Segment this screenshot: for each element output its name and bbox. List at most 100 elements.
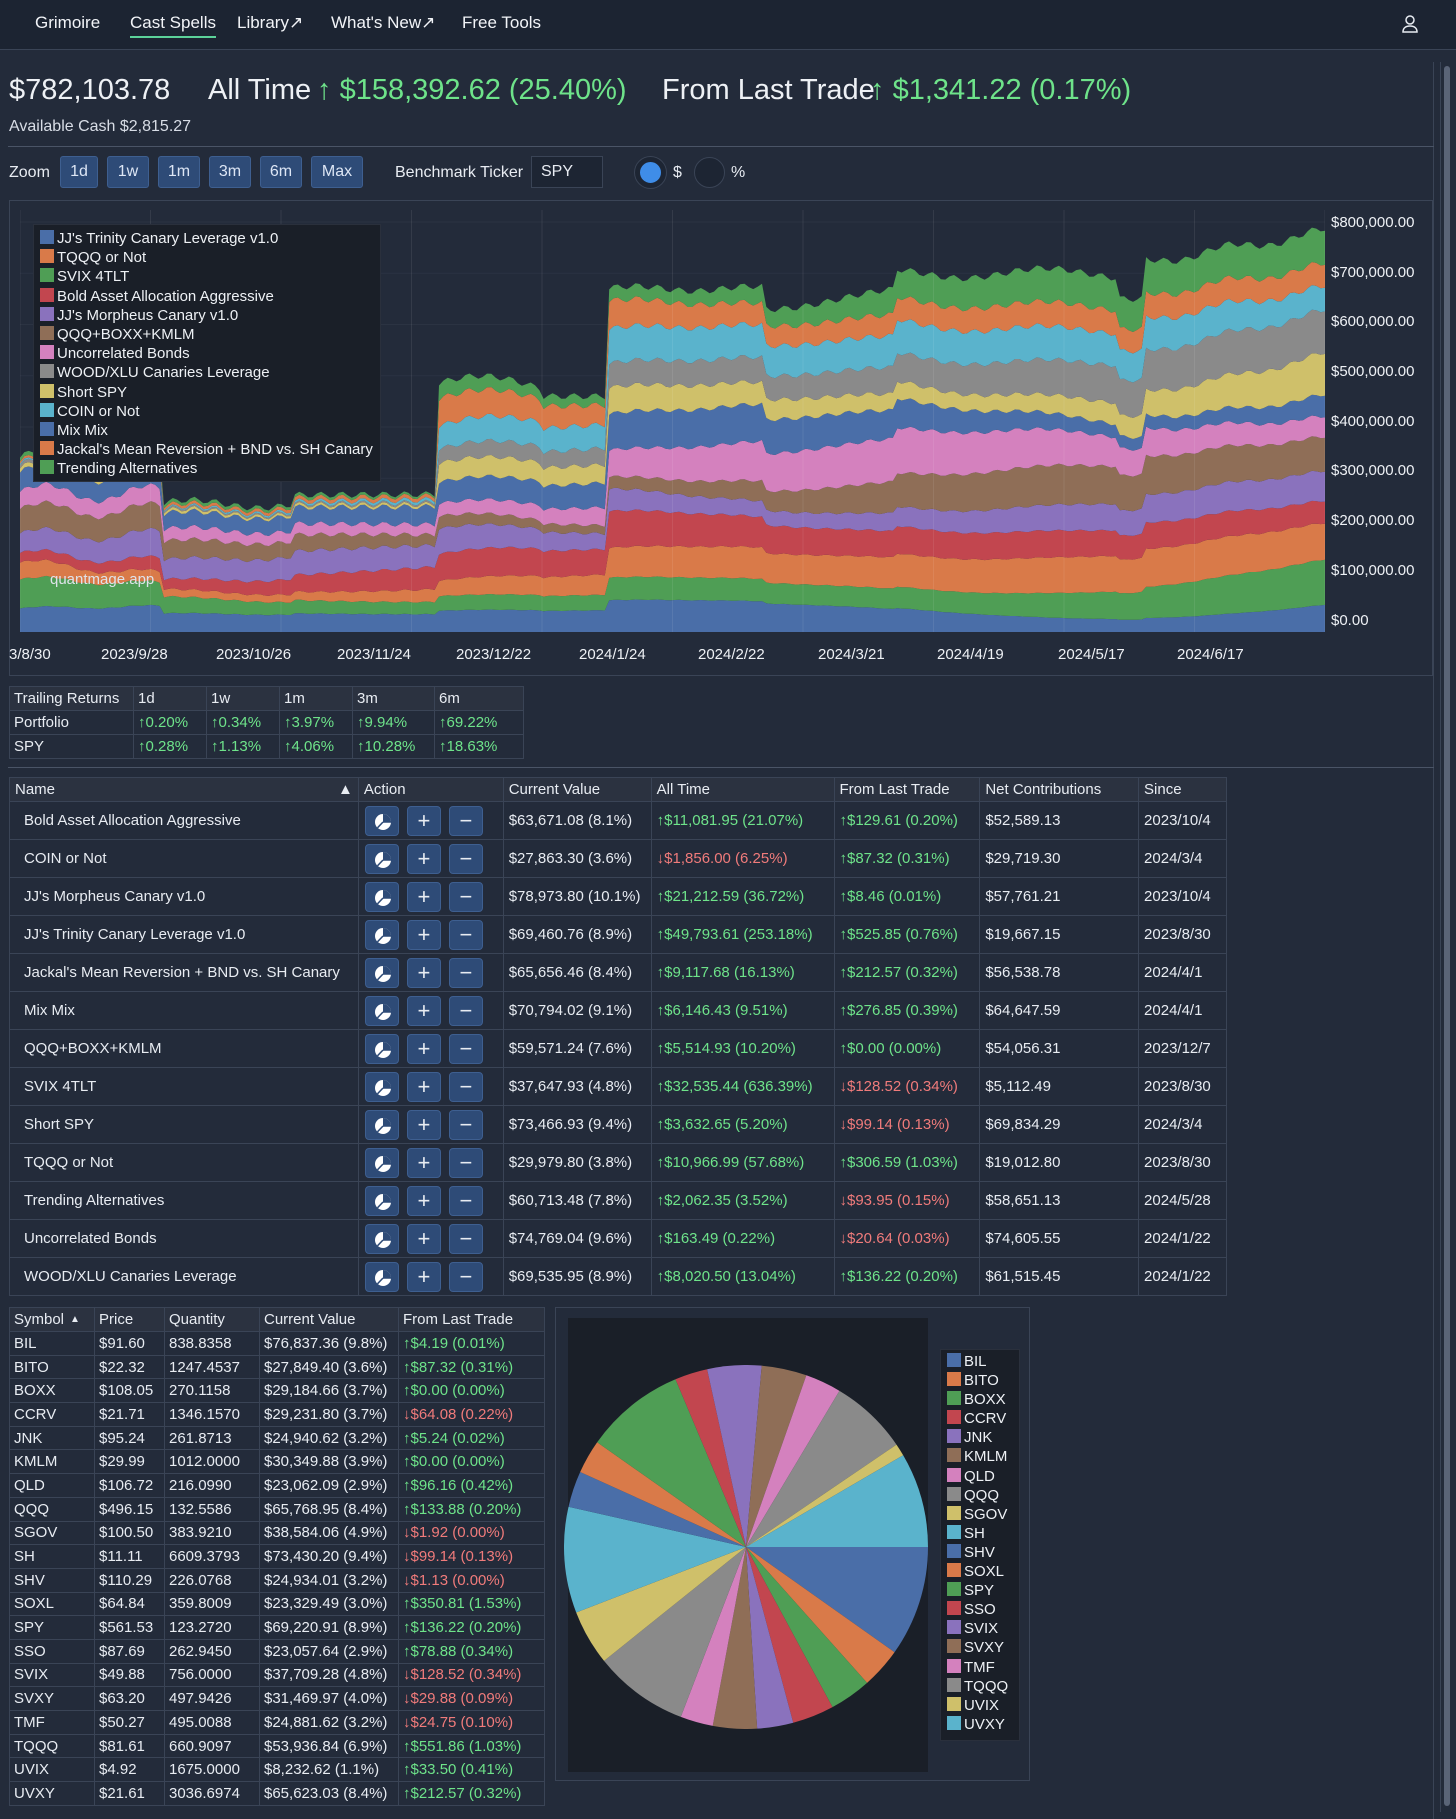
pie-slice-sso[interactable] bbox=[675, 1369, 746, 1547]
spell-row[interactable]: QQQ+BOXX+KMLM + − $59,571.24 (7.6%) ↑$5,514.… bbox=[9, 1029, 1227, 1068]
col-alltime-header[interactable]: All Time bbox=[650, 777, 835, 802]
pie-slice-uvix[interactable] bbox=[746, 1444, 904, 1547]
spell-row[interactable]: TQQQ or Not + − $29,979.80 (3.8%) ↑$10,966.9… bbox=[9, 1143, 1227, 1182]
legend-item[interactable]: COIN or Not bbox=[40, 402, 374, 421]
withdraw-funds-button[interactable]: − bbox=[448, 881, 483, 912]
withdraw-funds-button[interactable]: − bbox=[448, 1185, 483, 1216]
withdraw-funds-button[interactable]: − bbox=[448, 957, 483, 988]
add-funds-button[interactable]: + bbox=[406, 881, 441, 912]
add-funds-button[interactable]: + bbox=[406, 1147, 441, 1178]
scrollbar[interactable] bbox=[1440, 62, 1452, 1812]
spell-row[interactable]: SVIX 4TLT + − $37,647.93 (4.8%) ↑$32,535.44 … bbox=[9, 1067, 1227, 1106]
pie-legend-item[interactable]: BITO bbox=[947, 1371, 1013, 1390]
pie-slice-jnk[interactable] bbox=[746, 1547, 794, 1729]
area-series-wood-xlu-canaries-leverage[interactable] bbox=[20, 309, 1325, 520]
nav-cast-spells[interactable]: Cast Spells bbox=[130, 13, 216, 38]
pie-legend-item[interactable]: BOXX bbox=[947, 1390, 1013, 1409]
add-funds-button[interactable]: + bbox=[406, 919, 441, 950]
area-series-jj-s-trinity-canary-leverage-v1-0[interactable] bbox=[20, 394, 1325, 536]
spell-row[interactable]: JJ's Trinity Canary Leverage v1.0 + − $69,4… bbox=[9, 915, 1227, 954]
spell-row[interactable]: Jackal's Mean Reversion + BND vs. SH Can… bbox=[9, 953, 1227, 992]
add-funds-button[interactable]: + bbox=[406, 1033, 441, 1064]
col-since-header[interactable]: Since bbox=[1138, 777, 1227, 802]
col-name-header[interactable]: Name ▲ bbox=[9, 777, 359, 802]
add-funds-button[interactable]: + bbox=[406, 1071, 441, 1102]
col-current-header[interactable]: Current Value bbox=[502, 777, 652, 802]
legend-item[interactable]: WOOD/XLU Canaries Leverage bbox=[40, 363, 374, 382]
area-series-mix-mix[interactable] bbox=[20, 599, 1325, 633]
spell-row[interactable]: Mix Mix + − $70,794.02 (9.1%) ↑$6,146.43 (9.… bbox=[9, 991, 1227, 1030]
withdraw-funds-button[interactable]: − bbox=[448, 1147, 483, 1178]
pie-legend-item[interactable]: KMLM bbox=[947, 1447, 1013, 1466]
legend-item[interactable]: SVIX 4TLT bbox=[40, 267, 374, 286]
area-series-bold-asset-allocation-aggressive[interactable] bbox=[20, 500, 1325, 596]
pie-slice-qqq[interactable] bbox=[604, 1547, 746, 1717]
pie-legend-item[interactable]: SH bbox=[947, 1524, 1013, 1543]
allocation-button[interactable] bbox=[364, 1109, 399, 1140]
pie-slice-ccrv[interactable] bbox=[746, 1547, 833, 1723]
area-series-short-spy[interactable] bbox=[20, 353, 1325, 522]
zoom-1d-button[interactable]: 1d bbox=[60, 156, 98, 188]
add-funds-button[interactable]: + bbox=[406, 1109, 441, 1140]
pie-legend-item[interactable]: SOXL bbox=[947, 1562, 1013, 1581]
nav-whats-new[interactable]: What's New↗ bbox=[331, 13, 436, 32]
pie-slice-soxl[interactable] bbox=[580, 1442, 746, 1547]
allocation-button[interactable] bbox=[364, 1071, 399, 1102]
percent-radio[interactable] bbox=[694, 157, 725, 188]
spell-row[interactable]: Bold Asset Allocation Aggressive + − $63,67… bbox=[9, 801, 1227, 840]
allocation-pie-chart[interactable] bbox=[564, 1365, 928, 1729]
withdraw-funds-button[interactable]: − bbox=[448, 843, 483, 874]
allocation-button[interactable] bbox=[364, 805, 399, 836]
legend-item[interactable]: Jackal's Mean Reversion + BND vs. SH Can… bbox=[40, 440, 374, 459]
zoom-1w-button[interactable]: 1w bbox=[107, 156, 149, 188]
col-price-header[interactable]: Price bbox=[94, 1307, 165, 1332]
pie-legend-item[interactable]: SGOV bbox=[947, 1505, 1013, 1524]
allocation-button[interactable] bbox=[364, 1033, 399, 1064]
pie-slice-shv[interactable] bbox=[568, 1472, 746, 1547]
legend-item[interactable]: Trending Alternatives bbox=[40, 459, 374, 478]
allocation-button[interactable] bbox=[364, 957, 399, 988]
area-series-tqqq-or-not[interactable] bbox=[20, 523, 1325, 603]
add-funds-button[interactable]: + bbox=[406, 995, 441, 1026]
col-lasttrade-header[interactable]: From Last Trade bbox=[833, 777, 981, 802]
add-funds-button[interactable]: + bbox=[406, 957, 441, 988]
pie-legend-item[interactable]: QLD bbox=[947, 1467, 1013, 1486]
nav-grimoire[interactable]: Grimoire bbox=[35, 13, 101, 32]
withdraw-funds-button[interactable]: − bbox=[448, 1223, 483, 1254]
allocation-button[interactable] bbox=[364, 1261, 399, 1292]
col-net-header[interactable]: Net Contributions bbox=[979, 777, 1140, 802]
area-series-uncorrelated-bonds[interactable] bbox=[20, 415, 1325, 547]
allocation-button[interactable] bbox=[364, 995, 399, 1026]
pie-legend-item[interactable]: SHV bbox=[947, 1543, 1013, 1562]
area-series-jackal-s-mean-reversion-bnd-vs-sh-canary[interactable] bbox=[20, 262, 1325, 517]
pie-slice-kmlm[interactable] bbox=[712, 1547, 758, 1729]
add-funds-button[interactable]: + bbox=[406, 1185, 441, 1216]
spell-row[interactable]: JJ's Morpheus Canary v1.0 + − $78,973.80 (1… bbox=[9, 877, 1227, 916]
pie-legend-item[interactable]: SVIX bbox=[947, 1619, 1013, 1638]
allocation-button[interactable] bbox=[364, 1147, 399, 1178]
area-series-svix-4tlt[interactable] bbox=[20, 559, 1325, 620]
add-funds-button[interactable]: + bbox=[406, 1223, 441, 1254]
add-funds-button[interactable]: + bbox=[406, 843, 441, 874]
benchmark-ticker-input[interactable] bbox=[531, 156, 603, 188]
add-funds-button[interactable]: + bbox=[406, 1261, 441, 1292]
pie-slice-svxy[interactable] bbox=[746, 1365, 807, 1547]
pie-slice-svix[interactable] bbox=[707, 1365, 762, 1547]
pie-slice-tqqq[interactable] bbox=[746, 1390, 897, 1547]
withdraw-funds-button[interactable]: − bbox=[448, 805, 483, 836]
pie-slice-uvxy[interactable] bbox=[746, 1455, 928, 1547]
legend-item[interactable]: JJ's Morpheus Canary v1.0 bbox=[40, 306, 374, 325]
user-icon[interactable] bbox=[1400, 14, 1420, 34]
allocation-button[interactable] bbox=[364, 1185, 399, 1216]
pie-legend-item[interactable]: BIL bbox=[947, 1352, 1013, 1371]
area-series-trending-alternatives[interactable] bbox=[20, 227, 1325, 514]
allocation-button[interactable] bbox=[364, 919, 399, 950]
legend-item[interactable]: Mix Mix bbox=[40, 421, 374, 440]
spell-row[interactable]: Short SPY + − $73,466.93 (9.4%) ↑$3,632.65 (… bbox=[9, 1105, 1227, 1144]
withdraw-funds-button[interactable]: − bbox=[448, 1261, 483, 1292]
allocation-button[interactable] bbox=[364, 843, 399, 874]
allocation-button[interactable] bbox=[364, 881, 399, 912]
col-quantity-header[interactable]: Quantity bbox=[164, 1307, 260, 1332]
pie-slice-tmf[interactable] bbox=[746, 1375, 840, 1547]
legend-item[interactable]: Bold Asset Allocation Aggressive bbox=[40, 287, 374, 306]
